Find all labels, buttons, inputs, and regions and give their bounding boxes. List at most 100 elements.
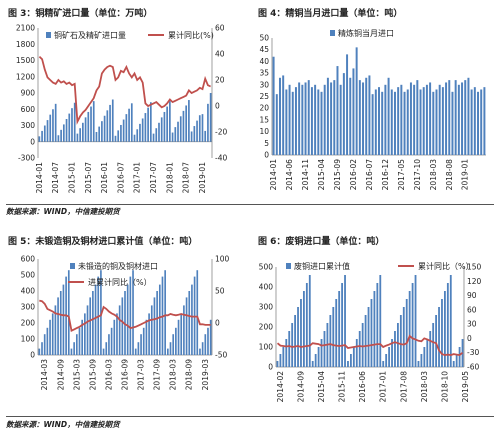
chart1-y-tick-label-0: -300 <box>18 154 35 163</box>
chart2: 0 5 10 15 20 25 30 35 40 45 50 2014-01 2014-06 2014-1… <box>259 28 486 191</box>
chart1-bar-7 <box>57 135 60 142</box>
chart1-legend-label-0: 铜矿石及精矿进口量 <box>54 30 126 40</box>
chart2-bar-28 <box>362 82 365 155</box>
chart3-bar-55 <box>185 297 188 355</box>
chart2-x-tick-label-1: 2014-06 <box>285 159 294 191</box>
chart2-bar-4 <box>285 89 288 155</box>
chart1-bar-50 <box>174 127 177 142</box>
chart3-bar-45 <box>158 284 161 355</box>
chart2-bar-23 <box>346 54 349 155</box>
chart4-bar-15 <box>320 339 323 367</box>
chart4-bar-43 <box>402 307 405 367</box>
chart1-bar-62 <box>207 103 209 142</box>
chart2-y-tick-label-6: 30 <box>259 80 269 89</box>
chart2-y-tick-label-7: 35 <box>259 69 269 78</box>
chart2-bar-30 <box>368 75 371 155</box>
chart2-bar-46 <box>419 89 422 155</box>
chart1-bar-27 <box>111 99 114 142</box>
chart4-bar-0 <box>276 361 279 367</box>
chart1-bar-31 <box>122 119 125 142</box>
chart2-x-tick-label-7: 2016-12 <box>381 159 390 191</box>
chart3-bar-5 <box>51 313 54 355</box>
chart3-bar-30 <box>118 305 121 355</box>
chart2-bar-41 <box>403 91 406 155</box>
chart3-x-tick-label-8: 2018-03 <box>169 359 178 391</box>
chart3-bar-17 <box>84 313 86 355</box>
chart2-bar-53 <box>441 87 444 155</box>
chart3-bar-2 <box>43 334 46 355</box>
chart2-bar-18 <box>330 82 333 155</box>
chart3-bar-51 <box>175 327 177 355</box>
chart4-bar-24 <box>347 361 349 367</box>
chart3-bar-48 <box>167 348 169 355</box>
chart3-bar-36 <box>134 348 137 355</box>
chart2-x-tick-label-10: 2018-03 <box>429 159 438 191</box>
chart2-bar-5 <box>288 84 291 155</box>
chart3-bar-64 <box>209 319 212 355</box>
chart3-bar-24 <box>102 348 105 355</box>
chart1-bar-58 <box>196 120 198 142</box>
chart3-bar-6 <box>54 305 57 355</box>
chart1-bar-10 <box>65 119 68 142</box>
chart3-bar-50 <box>172 334 175 355</box>
chart4-bar-54 <box>435 315 438 367</box>
chart1-y-tick-label-7: 1800 <box>16 40 35 49</box>
chart4-bar-48 <box>417 361 420 367</box>
chart1-x-tick-label-8: 2018-01 <box>165 162 174 194</box>
chart3-bar-44 <box>156 291 158 355</box>
chart1-x-tick-label-6: 2017-01 <box>133 162 142 194</box>
chart1-y2-tick-label-2: 0 <box>215 102 220 111</box>
chart3-y-tick-label-5: 500 <box>21 271 36 280</box>
chart4-y2-tick-label-2: 0 <box>467 334 472 343</box>
chart2-x-tick-label-8: 2017-05 <box>397 159 406 191</box>
chart4-bar-39 <box>391 339 393 367</box>
chart3-bar-18 <box>86 305 89 355</box>
chart1-bar-33 <box>128 108 130 142</box>
chart2-bar-44 <box>413 84 416 155</box>
chart3-x-tick-label-2: 2015-03 <box>72 359 81 391</box>
chart4-bar-37 <box>385 354 388 367</box>
chart4-bar-4 <box>288 331 291 367</box>
chart4-bar-32 <box>370 299 373 367</box>
chart2-bar-38 <box>393 91 396 155</box>
chart2-y-tick-label-10: 50 <box>259 34 269 43</box>
chart1-bar-25 <box>106 110 109 142</box>
chart4-x-tick-label-2: 2015-04 <box>317 371 326 403</box>
chart2-bar-13 <box>314 84 317 155</box>
chart3-bar-14 <box>75 334 78 355</box>
chart2-bar-66 <box>483 87 486 155</box>
chart1-bar-13 <box>73 102 76 142</box>
chart3-bar-25 <box>105 342 108 355</box>
chart2-y-tick-label-4: 20 <box>259 104 269 113</box>
chart1-legend-swatch-0 <box>46 32 51 38</box>
chart3-bar-38 <box>140 334 142 355</box>
chart2-bar-2 <box>278 77 281 155</box>
chart1-bar-5 <box>52 109 54 142</box>
chart3-x-tick-label-6: 2017-03 <box>137 359 146 391</box>
chart4-bar-16 <box>323 331 326 367</box>
chart2-bar-32 <box>374 89 377 155</box>
chart2-bar-26 <box>355 47 358 155</box>
chart3-bar-27 <box>110 327 113 355</box>
chart1-bar-19 <box>90 106 92 142</box>
chart1-bar-9 <box>62 124 65 142</box>
chart2-bar-21 <box>339 84 342 155</box>
chart1-bar-38 <box>141 118 144 142</box>
chart2-bar-7 <box>294 87 297 155</box>
chart3-legend-label-0: 未锻造的铜及铜材进口 <box>78 261 158 271</box>
chart1-bar-40 <box>147 107 149 142</box>
chart2-bar-59 <box>461 82 464 155</box>
chart3-bar-26 <box>108 334 110 355</box>
chart4-bar-14 <box>317 347 320 367</box>
chart1-bar-47 <box>166 106 168 142</box>
chart4-bar-28 <box>358 331 361 367</box>
chart1-x-tick-label-7: 2017-07 <box>149 162 158 194</box>
chart2-bar-33 <box>378 87 380 155</box>
chart4-bar-27 <box>355 339 358 367</box>
chart1-y-tick-label-3: 600 <box>21 105 36 114</box>
chart1-legend-label-1: 累计同比(%) <box>168 30 214 40</box>
chart2-bar-11 <box>307 80 310 155</box>
chart3-bar-52 <box>177 319 180 355</box>
chart4-x-tick-label-8: 2018-10 <box>440 371 449 403</box>
chart1-bar-17 <box>84 117 87 142</box>
